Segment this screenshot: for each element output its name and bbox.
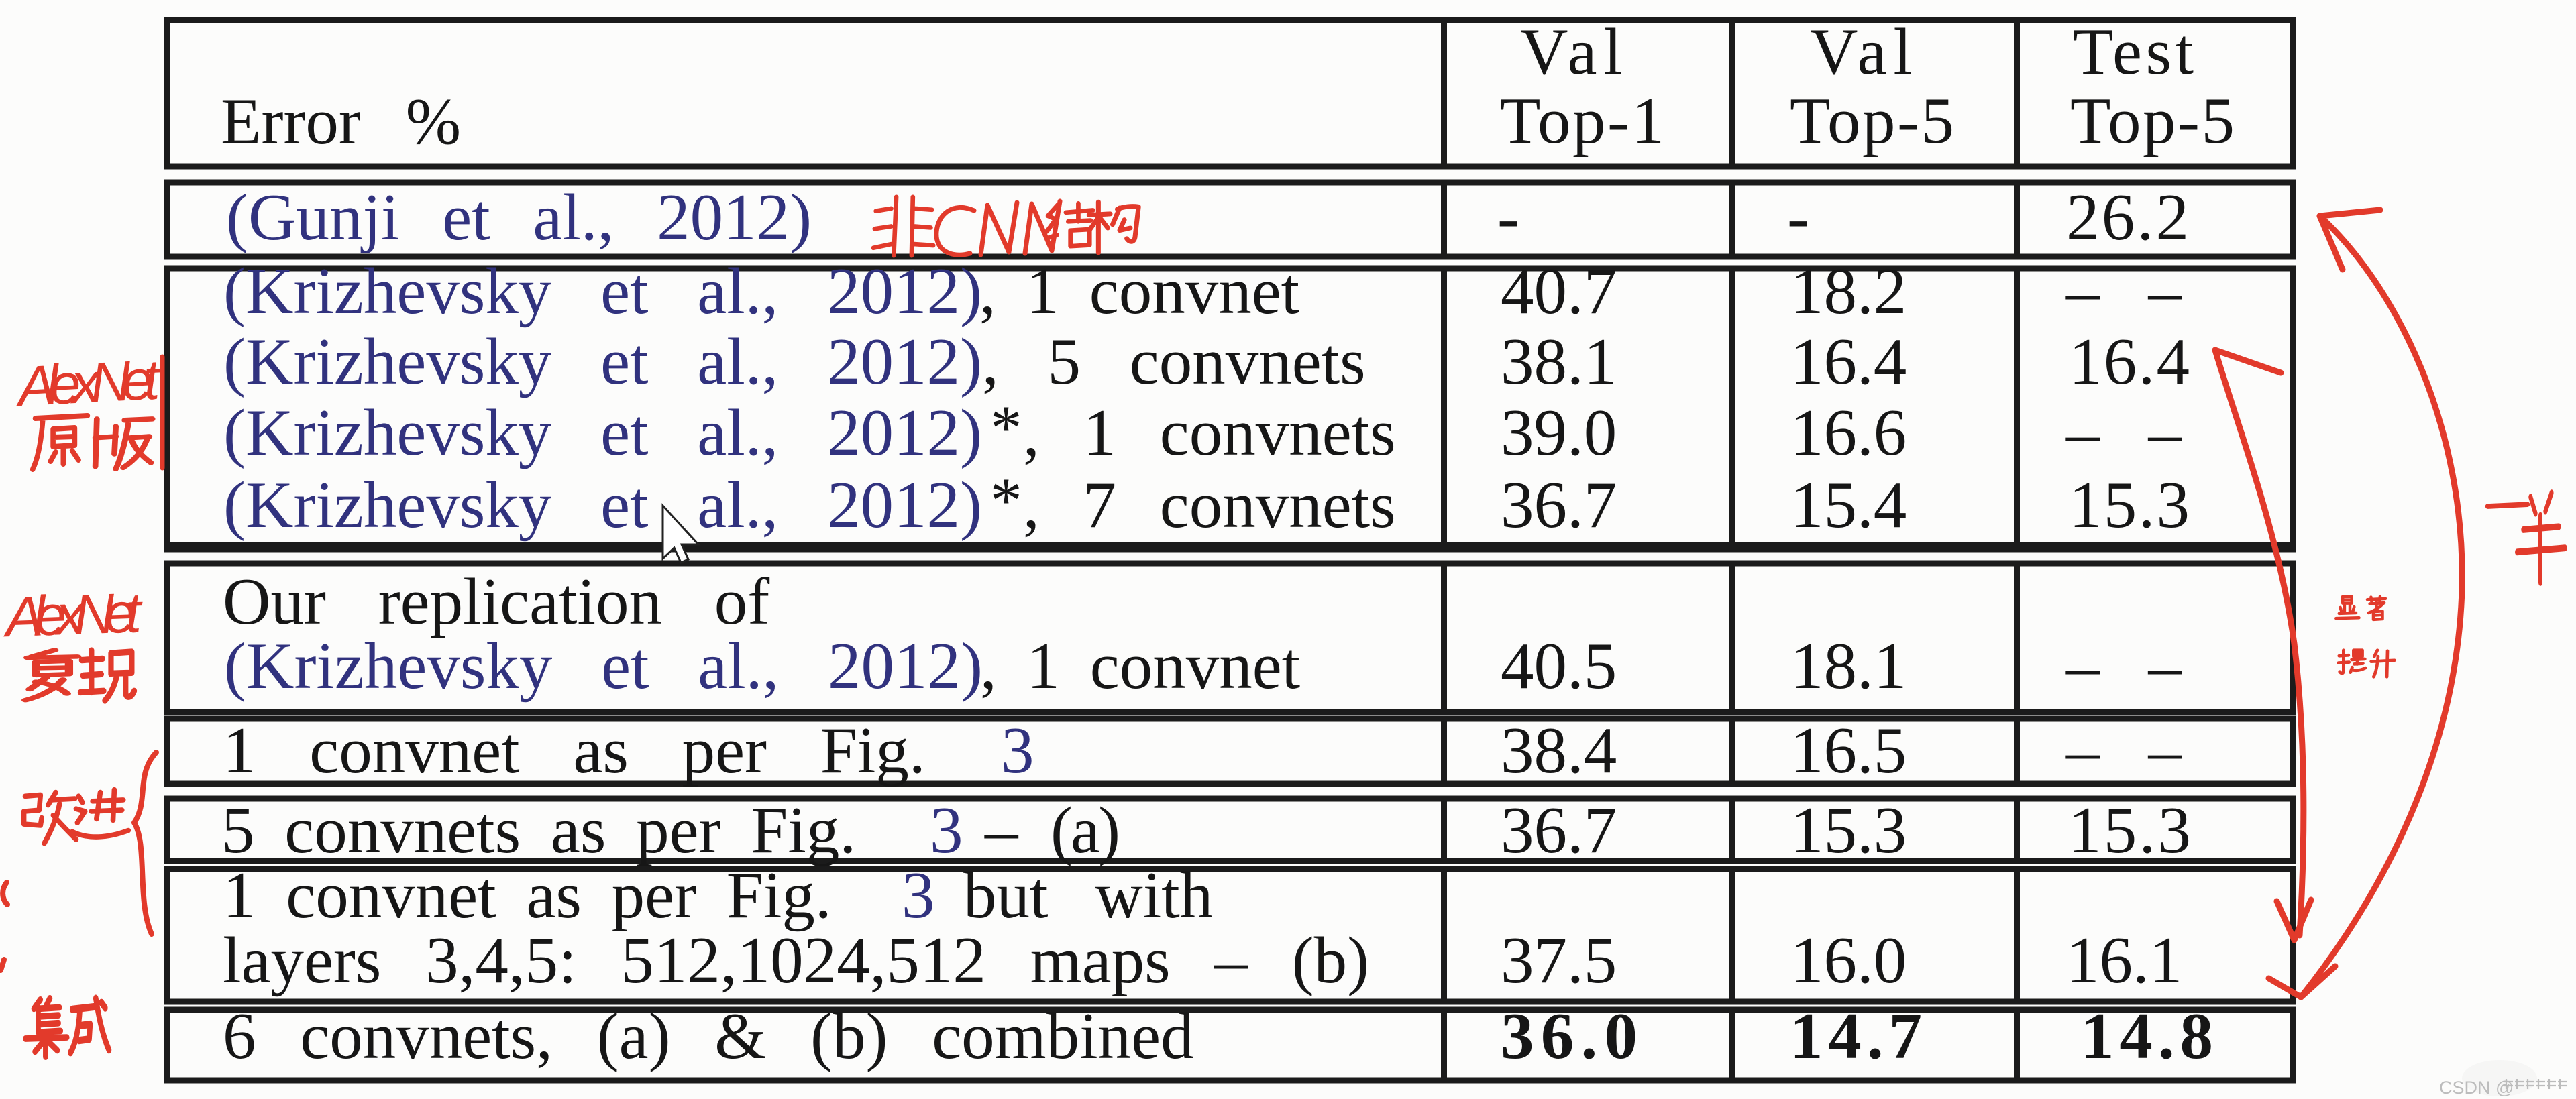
svg-text:16.6: 16.6 [1790,396,1907,469]
svg-text:, 1 convnets: , 1 convnets [1023,396,1396,469]
svg-text:Top-1: Top-1 [1500,84,1664,158]
svg-text:16.4: 16.4 [1790,325,1907,398]
svg-text:*: * [990,392,1022,463]
svg-text:, 7 convnets: , 7 convnets [1023,469,1396,542]
svg-text:15.3: 15.3 [1790,794,1907,867]
svg-text:37.5: 37.5 [1501,924,1617,997]
svg-text:38.1: 38.1 [1501,325,1617,398]
svg-text:(Krizhevsky et al., 2012): (Krizhevsky et al., 2012) [223,396,982,469]
svg-text:(Krizhevsky et al., 2012): (Krizhevsky et al., 2012) [223,255,982,328]
svg-text:layers 3,4,5: 512,1024,512 map: layers 3,4,5: 512,1024,512 maps – (b) [223,924,1369,997]
svg-text:-: - [1497,181,1519,254]
svg-text:14.7: 14.7 [1790,1000,1922,1073]
svg-text:16.1: 16.1 [2066,924,2182,997]
svg-text:36.7: 36.7 [1501,794,1617,867]
svg-text:(a): (a) [1051,794,1120,867]
svg-text:15.3: 15.3 [2068,794,2191,867]
svg-text:, 1 convnet: , 1 convnet [979,255,1299,328]
svg-text:, 1 convnet: , 1 convnet [980,630,1300,703]
svg-text:CSDN @: CSDN @ [2439,1078,2514,1098]
svg-text:36.7: 36.7 [1501,469,1617,542]
svg-text:–: – [984,794,1019,867]
svg-text:Top-5: Top-5 [1790,84,1954,158]
svg-text:Test: Test [2073,15,2194,89]
svg-text:15.4: 15.4 [1790,469,1907,542]
svg-text:(Gunji et al., 2012): (Gunji et al., 2012) [226,181,812,254]
svg-text:AlexNet: AlexNet [1,581,145,648]
svg-text:Our replication of: Our replication of [223,565,769,638]
svg-text:15.3: 15.3 [2069,469,2190,542]
svg-text:36.0: 36.0 [1501,1000,1638,1073]
svg-text:3: 3 [1001,714,1034,787]
svg-text:18.1: 18.1 [1790,630,1907,703]
svg-text:14.8: 14.8 [2081,1000,2213,1073]
svg-text:3: 3 [902,859,935,932]
svg-text:6 convnets, (a) & (b) combined: 6 convnets, (a) & (b) combined [223,1000,1194,1073]
svg-text:16.5: 16.5 [1790,714,1907,787]
svg-text:Top-5: Top-5 [2070,84,2235,158]
svg-text:-: - [1787,181,1809,254]
svg-text:18.2: 18.2 [1790,255,1907,328]
svg-text:Val: Val [1520,15,1622,89]
svg-text:(Krizhevsky et al., 2012): (Krizhevsky et al., 2012) [223,469,982,542]
svg-text:– –: – – [2065,255,2183,328]
svg-text:AlexNet: AlexNet [13,347,163,418]
svg-text:3: 3 [930,794,963,867]
svg-text:(Krizhevsky et al., 2012): (Krizhevsky et al., 2012) [223,325,982,398]
svg-text:39.0: 39.0 [1501,396,1617,469]
svg-text:– –: – – [2065,396,2183,469]
svg-text:but with: but with [963,859,1213,932]
svg-text:, 5 convnets: , 5 convnets [982,325,1366,398]
svg-text:1 convnet as per Fig.: 1 convnet as per Fig. [223,859,832,932]
svg-text:26.2: 26.2 [2066,181,2189,254]
svg-text:40.5: 40.5 [1501,630,1617,703]
svg-text:40.7: 40.7 [1501,255,1617,328]
svg-text:38.4: 38.4 [1501,714,1617,787]
svg-text:– –: – – [2065,714,2183,787]
svg-text:Val: Val [1810,15,1912,89]
svg-text:– –: – – [2065,630,2183,703]
svg-text:(Krizhevsky et al., 2012): (Krizhevsky et al., 2012) [224,630,983,703]
svg-text:1 convnet as per Fig.: 1 convnet as per Fig. [223,714,926,787]
svg-text:16.4: 16.4 [2069,325,2190,398]
svg-text:16.0: 16.0 [1790,924,1907,997]
svg-text:*: * [990,465,1022,536]
svg-text:5 convnets as per Fig.: 5 convnets as per Fig. [221,794,856,867]
svg-text:Error %: Error % [221,85,461,158]
